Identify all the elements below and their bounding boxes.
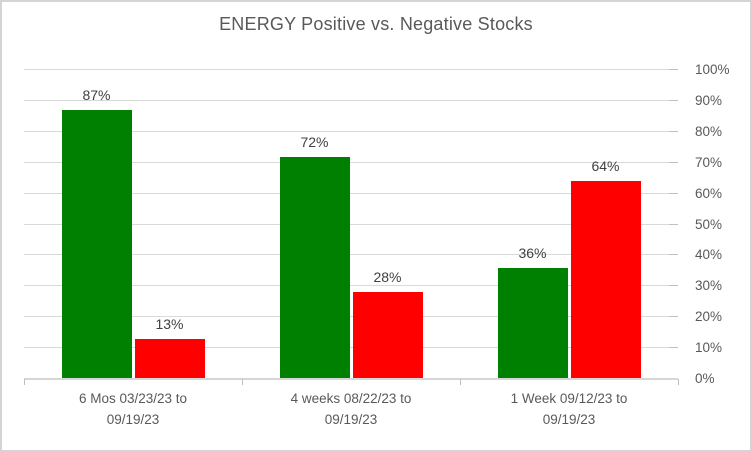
- gridline: [24, 130, 678, 132]
- y-axis-tick: [669, 99, 678, 101]
- y-axis-label: 0%: [695, 371, 715, 386]
- x-axis-tick: [242, 379, 243, 385]
- y-axis-label: 30%: [695, 278, 723, 294]
- x-axis-line: [24, 378, 678, 380]
- y-axis-tick: [669, 223, 678, 225]
- gridline: [24, 161, 678, 163]
- y-axis-label: 10%: [695, 340, 723, 356]
- y-axis-tick: [669, 192, 678, 194]
- bar-negative: [134, 338, 205, 379]
- y-axis-tick: [669, 161, 678, 163]
- x-axis-tick: [24, 379, 25, 385]
- category-label: 1 Week 09/12/23 to 09/19/23: [510, 391, 628, 427]
- bar-value-label: 64%: [591, 158, 620, 175]
- plot-area: 87% 72% 36% 13% 28% 64%: [24, 69, 679, 385]
- bar-value-label: 72%: [300, 133, 329, 150]
- y-axis-tick: [669, 69, 678, 70]
- gridline: [24, 223, 678, 225]
- x-axis-tick: [678, 379, 679, 385]
- gridline: [24, 254, 678, 256]
- y-axis-tick: [669, 316, 678, 318]
- bar-value-label: 36%: [518, 244, 547, 261]
- gridline: [24, 192, 678, 194]
- y-axis-label: 100%: [695, 62, 730, 77]
- y-axis-tick: [669, 285, 678, 287]
- category-label: 4 weeks 08/22/23 to 09/19/23: [290, 391, 412, 427]
- x-axis-tick: [460, 379, 461, 385]
- bar-value-label: 87%: [82, 87, 111, 104]
- gridline: [24, 347, 678, 349]
- y-axis-label: 70%: [695, 154, 723, 170]
- gridline: [24, 99, 678, 101]
- y-axis-label: 40%: [695, 247, 723, 263]
- y-axis-label: 80%: [695, 123, 723, 139]
- gridline: [24, 69, 678, 70]
- bar-negative: [570, 181, 641, 379]
- y-axis-tick: [669, 130, 678, 132]
- gridline: [24, 316, 678, 318]
- bar-value-label: 13%: [155, 315, 184, 332]
- y-axis-label: 20%: [695, 309, 723, 325]
- bar-positive: [61, 110, 132, 379]
- chart-title: ENERGY Positive vs. Negative Stocks: [219, 14, 533, 34]
- bar-positive: [497, 267, 568, 379]
- bar-positive: [279, 156, 350, 379]
- gridline: [24, 285, 678, 287]
- y-axis-tick: [669, 254, 678, 256]
- bar-value-label: 28%: [373, 269, 402, 286]
- y-axis-label: 60%: [695, 185, 723, 201]
- category-label: 6 Mos 03/23/23 to 09/19/23: [78, 391, 188, 427]
- y-axis-label: 90%: [695, 92, 723, 108]
- bar-negative: [352, 292, 423, 379]
- y-axis-label: 50%: [695, 216, 723, 232]
- y-axis-tick: [669, 347, 678, 349]
